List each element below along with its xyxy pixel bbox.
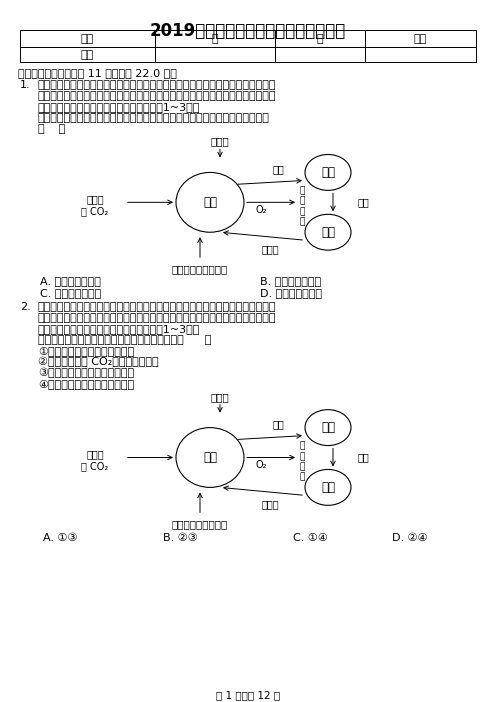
Ellipse shape <box>305 470 351 505</box>
Ellipse shape <box>305 410 351 446</box>
Text: 海带: 海带 <box>203 451 217 464</box>
Text: C. 市场的需求升级: C. 市场的需求升级 <box>40 288 101 298</box>
Text: ②吸收海水中的 CO₂，减缓温室效应: ②吸收海水中的 CO₂，减缓温室效应 <box>38 357 159 367</box>
Text: B. 养殖技术的进步: B. 养殖技术的进步 <box>260 276 321 286</box>
Text: 2019年广东省佛山市高考地理一模试卷: 2019年广东省佛山市高考地理一模试卷 <box>150 22 346 40</box>
Text: O₂: O₂ <box>255 461 266 470</box>
Text: 桑沟湾是位于山东半岛最东端的一处海湾，这里是我国最早海带人工养殖的地方。: 桑沟湾是位于山东半岛最东端的一处海湾，这里是我国最早海带人工养殖的地方。 <box>38 302 276 312</box>
Ellipse shape <box>176 428 244 487</box>
Text: 海参: 海参 <box>321 481 335 494</box>
Text: 一: 一 <box>212 34 218 44</box>
Text: 高
氧
环
境: 高 氧 环 境 <box>299 442 305 482</box>
Text: 总分: 总分 <box>414 34 427 44</box>
Text: 鲍鱼: 鲍鱼 <box>321 166 335 179</box>
Text: 海水中: 海水中 <box>86 449 104 460</box>
Text: 排泄物: 排泄物 <box>261 244 279 254</box>
Text: 2.: 2. <box>20 302 31 312</box>
Text: C. ①④: C. ①④ <box>293 534 327 543</box>
Text: D. ②④: D. ②④ <box>392 534 428 543</box>
Text: 三者混合养殖的新模式（如图）。据此完成1~3题。: 三者混合养殖的新模式（如图）。据此完成1~3题。 <box>38 102 200 112</box>
Ellipse shape <box>305 214 351 250</box>
Text: 海水中: 海水中 <box>86 194 104 204</box>
Text: 桑沟湾是位于山东半岛最东端的一处海湾，这里是我国最早海带人工养殖的地方。: 桑沟湾是位于山东半岛最东端的一处海湾，这里是我国最早海带人工养殖的地方。 <box>38 80 276 90</box>
Text: 海参: 海参 <box>321 226 335 239</box>
Text: O₂: O₂ <box>255 205 266 216</box>
Text: 的 CO₂: 的 CO₂ <box>81 461 109 472</box>
Text: ①节省饲科投放，提高经济效益: ①节省饲科投放，提高经济效益 <box>38 346 134 356</box>
Text: 题号: 题号 <box>81 34 94 44</box>
Text: D. 保鲜技术的出现: D. 保鲜技术的出现 <box>260 288 322 298</box>
Text: 得分: 得分 <box>81 51 94 60</box>
Text: A. ①③: A. ①③ <box>43 534 77 543</box>
Text: 桑沟湾由单一的海带养殖到海带、鲍鱼、海参三者混合养殖的变化，主要得益于: 桑沟湾由单一的海带养殖到海带、鲍鱼、海参三者混合养殖的变化，主要得益于 <box>38 112 270 123</box>
Text: 的 CO₂: 的 CO₂ <box>81 206 109 216</box>
Bar <box>365 47 476 62</box>
Text: 海水中自然营养物质: 海水中自然营养物质 <box>172 519 228 529</box>
Text: 食料: 食料 <box>272 420 284 430</box>
Bar <box>155 47 275 62</box>
Ellipse shape <box>305 154 351 190</box>
Bar <box>275 30 365 47</box>
Text: 粪便: 粪便 <box>358 197 370 207</box>
Text: 食料: 食料 <box>272 164 284 175</box>
Text: ③调整生产规模，市场适应性强: ③调整生产规模，市场适应性强 <box>38 368 134 378</box>
Text: 海水中自然营养物质: 海水中自然营养物质 <box>172 264 228 274</box>
Text: 一、单选题（本大题共 11 小题，共 22.0 分）: 一、单选题（本大题共 11 小题，共 22.0 分） <box>18 68 177 78</box>
Text: 鲍鱼: 鲍鱼 <box>321 421 335 434</box>
Bar <box>155 30 275 47</box>
Text: 三者混合养殖的新模式（如图）。据此完成1~3题。: 三者混合养殖的新模式（如图）。据此完成1~3题。 <box>38 324 200 334</box>
Text: 高
氧
环
境: 高 氧 环 境 <box>299 187 305 227</box>
Bar <box>275 47 365 62</box>
Text: 二: 二 <box>316 34 323 44</box>
Text: A. 优质的海洋环境: A. 优质的海洋环境 <box>40 276 101 286</box>
Text: 太阳光: 太阳光 <box>211 137 229 147</box>
Text: 第 1 页，共 12 页: 第 1 页，共 12 页 <box>216 690 280 700</box>
Text: 近年来，中国水产黄海研究所的科研人员在北海湾成功探索出了海带、鲍鱼和海参: 近年来，中国水产黄海研究所的科研人员在北海湾成功探索出了海带、鲍鱼和海参 <box>38 313 276 323</box>
Text: 1.: 1. <box>20 80 31 90</box>
Text: 太阳光: 太阳光 <box>211 392 229 402</box>
Text: 与单一养殖相比，该混合养殖模式的突出优点是（      ）: 与单一养殖相比，该混合养殖模式的突出优点是（ ） <box>38 335 211 345</box>
Bar <box>365 30 476 47</box>
Text: B. ②③: B. ②③ <box>163 534 197 543</box>
Text: （    ）: （ ） <box>38 124 65 133</box>
Text: 海带: 海带 <box>203 196 217 208</box>
Bar <box>20 30 155 47</box>
Text: 排泄物: 排泄物 <box>261 499 279 510</box>
Ellipse shape <box>176 173 244 232</box>
Text: 近年来，中国水产黄海研究所的科研人员在北海湾成功探索出了海带、鲍鱼和海参: 近年来，中国水产黄海研究所的科研人员在北海湾成功探索出了海带、鲍鱼和海参 <box>38 91 276 100</box>
Bar <box>20 47 155 62</box>
Text: 粪便: 粪便 <box>358 453 370 463</box>
Text: ④改善水质，减少海洋养殖污染: ④改善水质，减少海洋养殖污染 <box>38 379 134 389</box>
